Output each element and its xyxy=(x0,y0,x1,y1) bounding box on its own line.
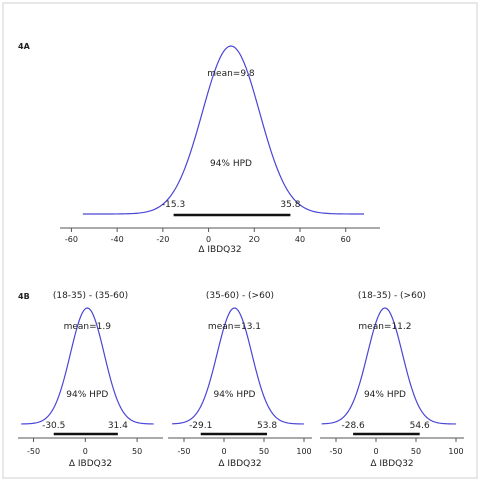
x-tick-label: -40 xyxy=(111,235,124,244)
x-tick-label: -50 xyxy=(177,447,190,456)
density-curve xyxy=(321,307,457,425)
x-axis-label: Δ IBDQ32 xyxy=(198,245,241,255)
hpd-upper-label: 54.6 xyxy=(410,421,430,431)
x-tick-label: 0 xyxy=(83,447,88,456)
x-tick-label: 60 xyxy=(341,235,351,244)
density-curve xyxy=(21,307,154,425)
x-axis-label: Δ IBDQ32 xyxy=(370,459,413,469)
x-tick-label: -60 xyxy=(65,235,78,244)
hpd-lower-label: -28.6 xyxy=(341,421,365,431)
figure-border xyxy=(2,2,478,479)
hpd-label: 94% HPD xyxy=(213,390,255,400)
mean-label: mean=13.1 xyxy=(208,322,261,332)
chart-title: (35-60) - (>60) xyxy=(206,291,274,301)
x-tick-label: -50 xyxy=(27,447,40,456)
mean-label: mean=11.2 xyxy=(358,322,411,332)
x-tick-label: 0 xyxy=(221,447,226,456)
chart-title: (18-35) - (>60) xyxy=(358,291,426,301)
density-curve xyxy=(82,45,364,215)
chart-title: (18-35) - (35-60) xyxy=(53,291,128,301)
x-axis-label: Δ IBDQ32 xyxy=(218,459,261,469)
chart-4: -50 0 50 100 Δ IBDQ32 (18-35) - (>60) mean=11.… xyxy=(320,291,464,469)
x-tick-label: -50 xyxy=(329,447,342,456)
hpd-lower-label: -15.3 xyxy=(162,200,185,210)
panel-label-4b: 4B xyxy=(18,292,30,301)
x-tick-label: 50 xyxy=(411,447,421,456)
chart-2: -50 0 50 Δ IBDQ32 (18-35) - (35-60) mean=1.9 9… xyxy=(18,291,163,469)
x-tick-label: 0 xyxy=(206,235,211,244)
x-tick-label: 2O xyxy=(249,235,260,244)
hpd-lower-label: -29.1 xyxy=(189,421,212,431)
x-tick-label: 50 xyxy=(132,447,142,456)
x-axis-label: Δ IBDQ32 xyxy=(69,459,112,469)
hpd-label: 94% HPD xyxy=(210,159,252,169)
x-tick-label: -20 xyxy=(156,235,169,244)
mean-label: mean=1.9 xyxy=(64,322,112,332)
x-tick-label: 100 xyxy=(448,447,463,456)
x-tick-label: 0 xyxy=(373,447,378,456)
hpd-label: 94% HPD xyxy=(364,390,406,400)
hpd-label: 94% HPD xyxy=(66,390,108,400)
hpd-upper-label: 53.8 xyxy=(257,421,277,431)
chart-3: -50 0 50 100 Δ IBDQ32 (35-60) - (>60) mean=13.… xyxy=(168,291,312,469)
mean-label: mean=9.8 xyxy=(207,69,255,79)
hpd-lower-label: -30.5 xyxy=(42,421,65,431)
x-tick-label: 40 xyxy=(295,235,305,244)
chart-1: -60 -40 -20 0 2O 40 60 Δ IBDQ32 mean=9.8 94% HPD -… xyxy=(60,45,380,255)
x-tick-label: 50 xyxy=(259,447,269,456)
panel-label-4a: 4A xyxy=(18,42,31,51)
x-tick-label: 100 xyxy=(296,447,311,456)
hpd-upper-label: 35.8 xyxy=(280,200,300,210)
density-curve xyxy=(171,307,305,425)
hpd-upper-label: 31.4 xyxy=(108,421,128,431)
